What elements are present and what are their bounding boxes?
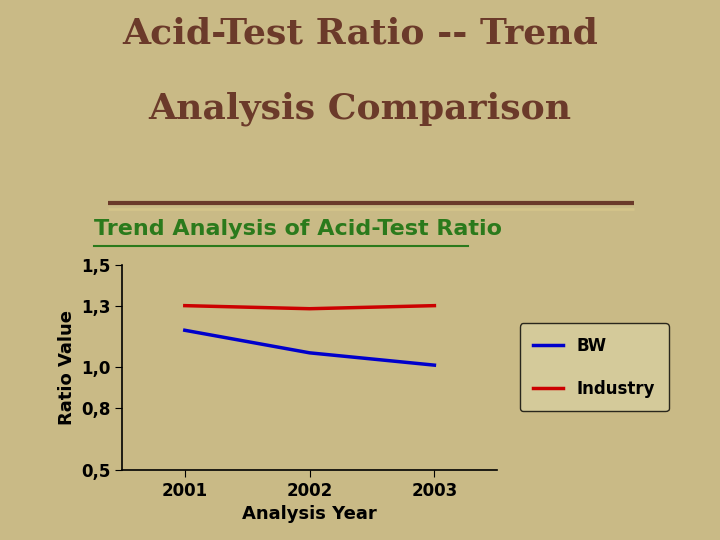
Line: BW: BW: [185, 330, 434, 365]
Text: Analysis Comparison: Analysis Comparison: [148, 92, 572, 126]
Text: Trend Analysis of Acid-Test Ratio: Trend Analysis of Acid-Test Ratio: [94, 219, 502, 239]
Text: Acid-Test Ratio -- Trend: Acid-Test Ratio -- Trend: [122, 16, 598, 50]
Legend: BW, Industry: BW, Industry: [520, 323, 669, 411]
Line: Industry: Industry: [185, 306, 434, 309]
Y-axis label: Ratio Value: Ratio Value: [58, 310, 76, 424]
X-axis label: Analysis Year: Analysis Year: [242, 505, 377, 523]
BW: [305, 349, 314, 356]
BW: [181, 327, 189, 334]
Industry: [430, 302, 438, 309]
Industry: [181, 302, 189, 309]
BW: [430, 362, 438, 368]
Industry: [305, 306, 314, 312]
